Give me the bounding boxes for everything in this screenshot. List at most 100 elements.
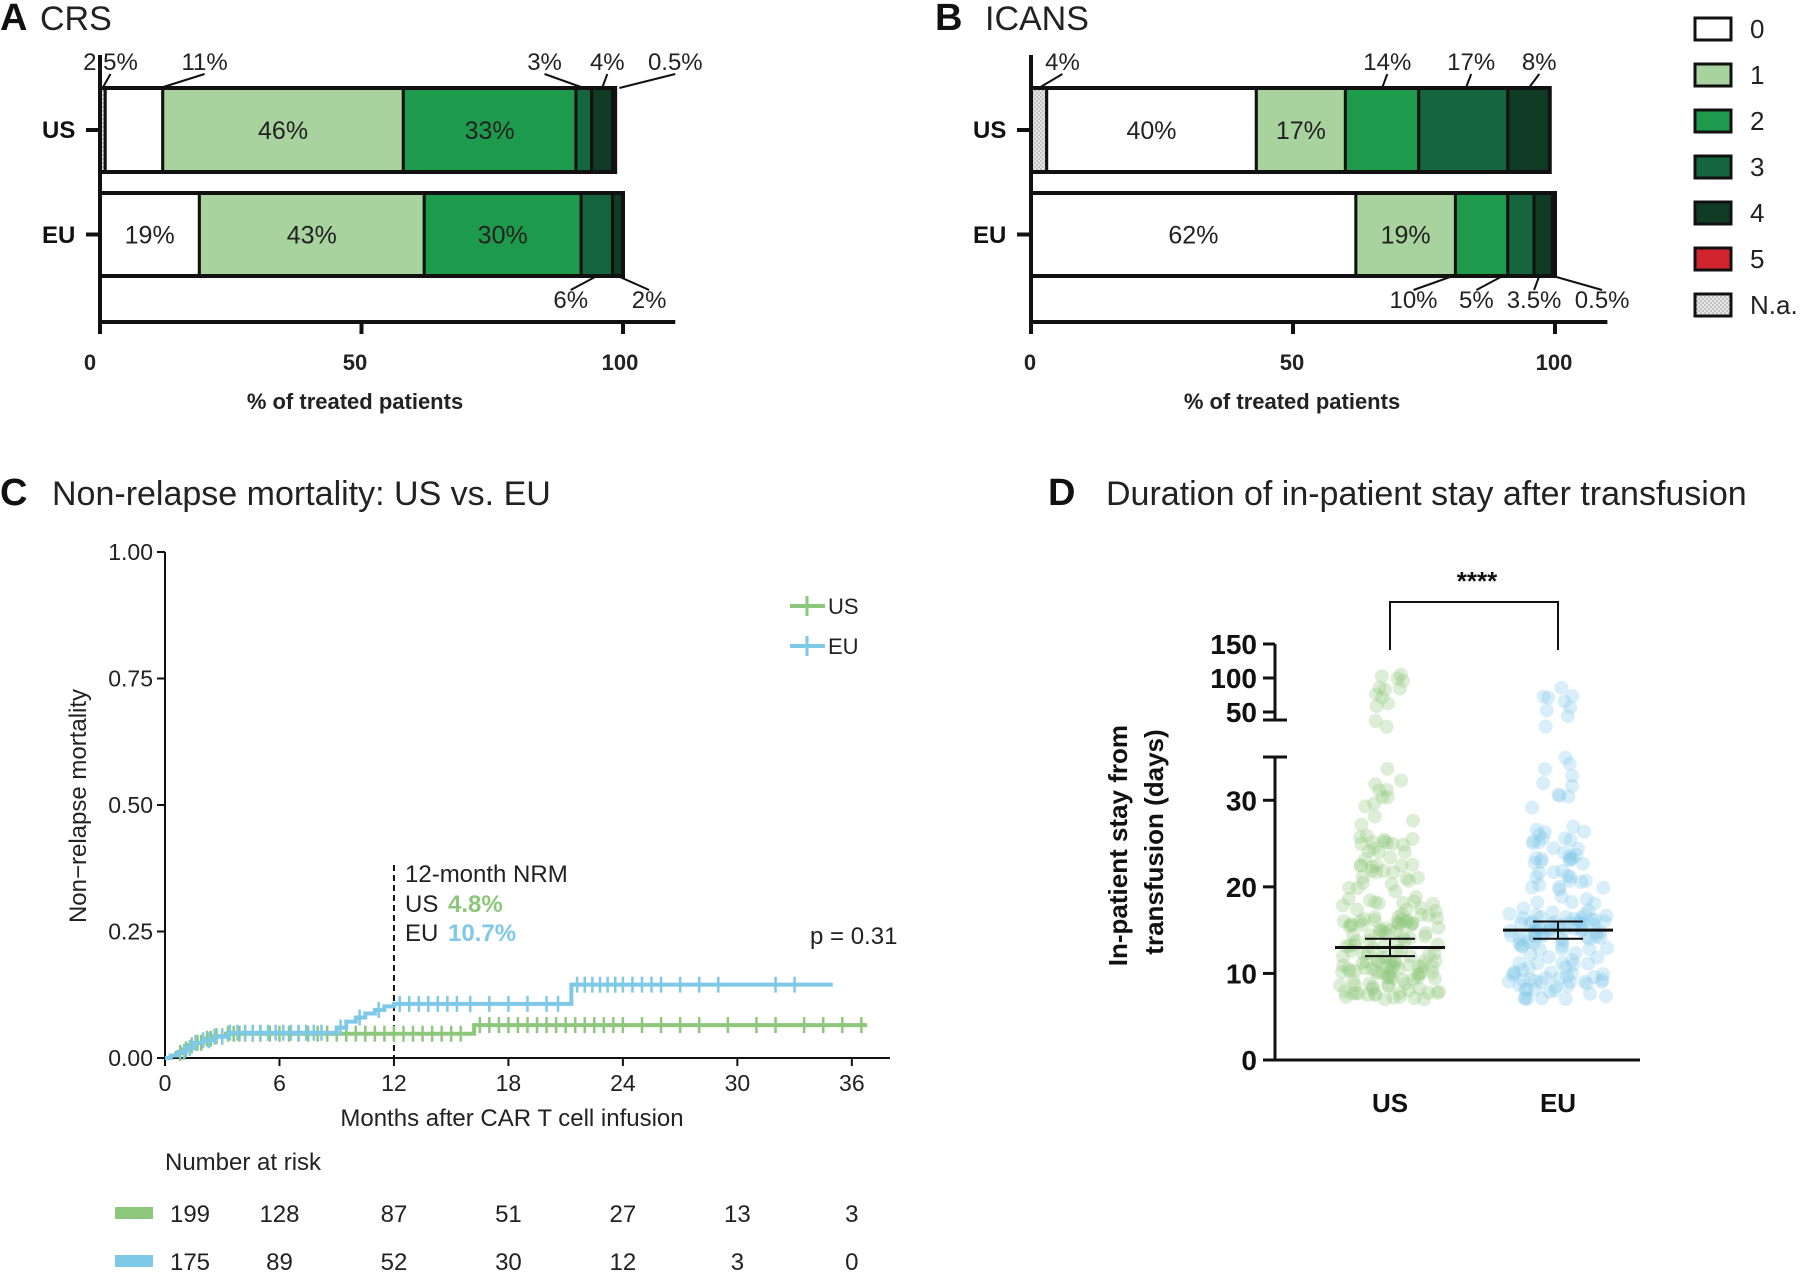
panel-d-point-eu (1593, 924, 1608, 939)
panel-d-point-us (1336, 958, 1351, 973)
panel-d-point-us (1364, 863, 1379, 878)
panel-d-point-eu (1507, 965, 1522, 980)
panel-c-ytick-1: 0.25 (108, 919, 153, 945)
panel-d-point-eu (1535, 831, 1550, 846)
panel-d-point-us (1381, 968, 1396, 983)
panel-c-xtick-1: 6 (273, 1070, 286, 1096)
panel-d-point-us (1407, 991, 1422, 1006)
panel-d-point-eu (1560, 709, 1575, 724)
panel-d-point-us (1384, 877, 1399, 892)
panel-d-point-us (1346, 974, 1361, 989)
panel-b-callout-line-4 (1413, 275, 1454, 291)
panel-a-callout-1: 11% (181, 49, 227, 76)
panel-d-point-eu (1512, 978, 1527, 993)
panel-d-point-us (1365, 835, 1380, 850)
panel-d-point-us (1411, 967, 1426, 982)
panel-d-point-eu (1537, 825, 1552, 840)
panel-a-callout-line-2 (544, 73, 585, 89)
panel-d-point-us (1427, 971, 1442, 986)
legend-label-0: 0 (1750, 14, 1764, 44)
panel-d-point-us (1335, 949, 1350, 964)
panel-d-point-us (1355, 956, 1370, 971)
panel-c-ytick-0: 0.00 (108, 1045, 153, 1071)
panel-d-ytick-lower-1: 10 (1226, 958, 1257, 989)
legend-swatch-3 (1693, 154, 1733, 180)
panel-d-point-eu (1582, 931, 1597, 946)
panel-d-point-eu (1516, 901, 1531, 916)
panel-a-xtick-100: 100 (602, 350, 639, 375)
panel-c-xtick-2: 12 (381, 1070, 407, 1096)
panel-d-point-eu (1577, 824, 1592, 839)
panel-d-point-us (1343, 963, 1358, 978)
significance-stars: **** (1457, 566, 1498, 596)
panel-d-point-eu (1570, 841, 1585, 856)
panel-d-point-us (1406, 894, 1421, 909)
panel-d-point-eu (1523, 916, 1538, 931)
panel-d-point-us (1378, 926, 1393, 941)
panel-d-point-eu (1523, 972, 1538, 987)
panel-c-annotation-title: 12-month NRM (405, 861, 568, 888)
panel-d-point-us (1429, 911, 1444, 926)
panel-d-point-eu (1578, 873, 1593, 888)
panel-b-xlabel: % of treated patients (1184, 389, 1400, 414)
panel-a-bar-eu-grade-3 (579, 191, 615, 278)
panel-d-point-us (1353, 858, 1368, 873)
panel-d-point-eu (1563, 974, 1578, 989)
panel-d-point-eu (1545, 905, 1560, 920)
panel-d-point-us (1390, 671, 1405, 686)
panel-d-point-eu (1581, 903, 1596, 918)
panel-a-title: CRS (40, 0, 112, 38)
panel-d-point-us (1389, 914, 1404, 929)
panel-d-point-us (1365, 981, 1380, 996)
panel-d-point-eu (1534, 975, 1549, 990)
panel-d-point-us (1368, 714, 1383, 729)
panel-a-callout-line-0 (101, 73, 112, 89)
risk-table-value-eu-0: 175 (170, 1249, 210, 1276)
panel-d-point-eu (1566, 819, 1581, 834)
panel-d-point-eu (1586, 917, 1601, 932)
panel-c-legend-label-us: US (828, 594, 859, 619)
panel-d-point-us (1376, 965, 1391, 980)
risk-table-value-eu-2: 52 (381, 1249, 408, 1276)
panel-d-point-eu (1557, 694, 1572, 709)
panel-d-point-us (1374, 669, 1389, 684)
panel-d: D Duration of in-patient stay after tran… (1048, 472, 1747, 1118)
panel-d-point-us (1386, 865, 1401, 880)
panel-d-point-us (1383, 850, 1398, 865)
panel-d-point-eu (1538, 719, 1553, 734)
panel-c-xtick-4: 24 (610, 1070, 636, 1096)
legend-swatch-0 (1693, 16, 1733, 42)
panel-d-point-eu (1512, 937, 1527, 952)
panel-b-title: ICANS (985, 0, 1089, 38)
panel-d-point-us (1397, 845, 1412, 860)
panel-d-point-eu (1512, 956, 1527, 971)
panel-d-point-eu (1596, 880, 1611, 895)
panel-d-point-us (1367, 809, 1382, 824)
panel-d-point-eu (1552, 788, 1567, 803)
panel-d-point-eu (1563, 700, 1578, 715)
panel-d-point-eu (1536, 689, 1551, 704)
panel-d-point-eu (1555, 956, 1570, 971)
panel-d-point-us (1411, 970, 1426, 985)
panel-d-point-eu (1505, 968, 1520, 983)
panel-b-callout-line-0 (1038, 73, 1063, 89)
panel-d-point-eu (1582, 941, 1597, 956)
legend-label-3: 3 (1750, 152, 1764, 182)
panel-d-point-eu (1565, 768, 1580, 783)
panel-d-point-us (1383, 964, 1398, 979)
panel-d-point-us (1362, 893, 1377, 908)
panel-d-point-us (1395, 972, 1410, 987)
panel-d-point-us (1410, 870, 1425, 885)
panel-d-point-eu (1565, 966, 1580, 981)
panel-c-curve-eu (165, 982, 833, 1060)
risk-table-swatch-us (115, 1207, 153, 1219)
panel-d-point-us (1350, 902, 1365, 917)
panel-a-bar-us-grade-0 (103, 86, 165, 174)
panel-d-point-eu (1532, 827, 1547, 842)
panel-d-point-us (1386, 959, 1401, 974)
risk-table-value-us-0: 199 (170, 1201, 210, 1228)
panel-c-ylabel: Non−relapse mortality (65, 689, 92, 923)
panel-d-point-us (1381, 978, 1396, 993)
panel-d-point-eu (1572, 916, 1587, 931)
